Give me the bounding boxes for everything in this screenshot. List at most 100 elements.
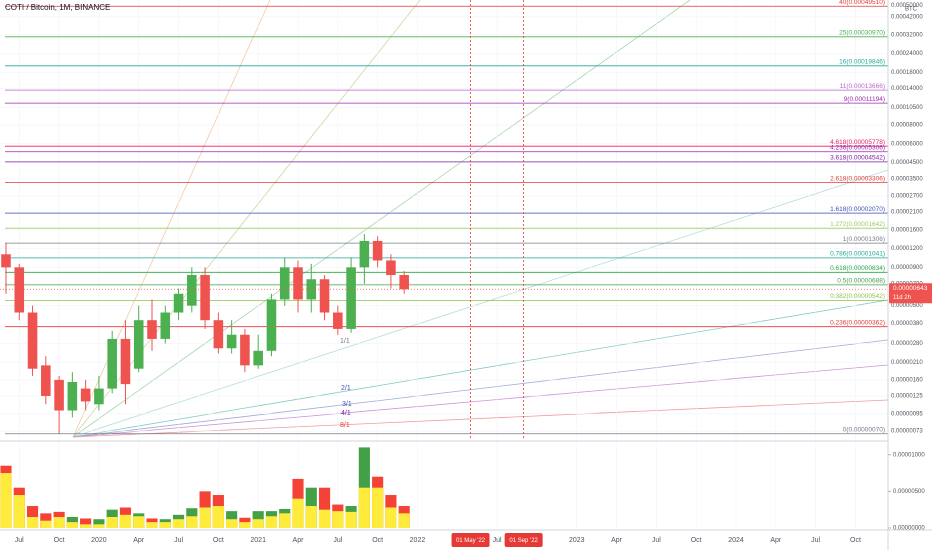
volume-bar: [119, 514, 132, 528]
fib-label: 0.786(0.00001041): [830, 251, 885, 258]
fib-label: 11(0.00013666): [840, 83, 885, 90]
fib-label: 2.618(0.00003306): [830, 175, 885, 182]
fib-label: 1(0.00001306): [843, 236, 885, 243]
volume-bar: [318, 509, 331, 528]
date-marker-label: 01 Sep '22: [509, 538, 538, 544]
volume-bar: [305, 506, 317, 528]
y-tick-label: 0.00014000: [891, 86, 923, 92]
volume-bar: [199, 507, 211, 528]
volume-bar: [252, 519, 264, 528]
candle-body: [27, 312, 38, 369]
fan-line: [72, 299, 889, 438]
x-tick-label: Jul: [333, 537, 342, 544]
y-tick-label: 0.00000000: [893, 526, 925, 532]
volume-bar: [93, 519, 105, 528]
y-tick-label: 0.00006000: [891, 141, 923, 147]
volume-bar: [80, 524, 92, 528]
volume-bar: [66, 522, 78, 528]
y-tick-label: 0.00000500: [893, 489, 925, 495]
candle-body: [133, 320, 144, 369]
y-tick-label: 0.00010500: [891, 105, 923, 111]
x-tick-label: 2021: [250, 537, 266, 544]
fan-line: [72, 0, 271, 438]
volume-bar: [265, 516, 278, 528]
candle-body: [200, 275, 210, 321]
candle-body: [120, 338, 131, 385]
volume-bar: [239, 522, 251, 528]
y-tick-label: 0.00000073: [891, 429, 923, 435]
volume-bar: [318, 487, 331, 528]
volume-bar: [186, 516, 198, 528]
x-tick-label: Jul: [811, 537, 820, 544]
volume-bar: [13, 495, 25, 528]
candle-body: [226, 334, 237, 349]
candle-body: [160, 312, 171, 339]
y-tick-label: 0.00000280: [891, 341, 923, 347]
fan-line: [72, 169, 889, 438]
gann-label: 4/1: [341, 410, 351, 417]
volume-bar: [146, 522, 158, 528]
x-tick-label: Oct: [372, 537, 383, 544]
volume-bar: [292, 498, 304, 528]
candle-body: [41, 365, 51, 396]
volume-bar: [133, 516, 145, 528]
gann-label: 2/1: [341, 385, 351, 392]
date-marker-box: [451, 533, 490, 547]
gann-label: 8/1: [340, 422, 350, 429]
volume-bar: [226, 519, 238, 528]
volume-bar: [398, 513, 410, 528]
x-tick-label: Apr: [293, 537, 305, 544]
y-tick-label: 0.00000210: [891, 360, 923, 366]
volume-bar: [279, 513, 291, 528]
candle-body: [147, 320, 157, 339]
x-tick-label: 2020: [91, 537, 107, 544]
fan-line: [72, 0, 421, 438]
volume-bar: [93, 524, 105, 528]
candle-body: [80, 388, 91, 402]
gann-label: 1/1: [340, 338, 350, 345]
fib-label: 25(0.00030970): [839, 30, 885, 37]
y-tick-label: 0.00002700: [891, 193, 923, 199]
x-tick-label: 2023: [569, 537, 585, 544]
x-tick-label: Apr: [133, 537, 145, 544]
y-tick-label: 0.00000500: [891, 303, 923, 309]
volume-bar: [106, 517, 118, 528]
volume-bar: [358, 487, 370, 528]
candle-body: [306, 279, 317, 300]
date-marker-label: 01 May '22: [456, 538, 486, 544]
x-tick-label: Oct: [213, 537, 224, 544]
candle-body: [386, 260, 396, 276]
y-tick-label: 0.00032000: [891, 32, 923, 38]
candle-body: [359, 240, 370, 268]
fib-label: 16(0.00019846): [839, 59, 885, 66]
y-tick-label: 0.00001600: [891, 227, 923, 233]
volume-bar: [0, 473, 12, 528]
fib-label: 1.272(0.00001642): [830, 221, 885, 228]
last-price-label: 0.00000643: [893, 285, 928, 292]
candle-body: [14, 267, 25, 313]
y-tick-label: 0.00001000: [893, 452, 925, 458]
candle-body: [333, 312, 343, 329]
candle-body: [1, 254, 11, 268]
y-tick-label: 0.00001200: [891, 246, 923, 252]
fib-label: 4.236(0.00005306): [830, 144, 885, 151]
candle-body: [54, 379, 64, 411]
candle-body: [372, 240, 383, 261]
y-unit: BTC: [905, 7, 918, 13]
volume-bar: [159, 522, 171, 528]
x-tick-label: Oct: [850, 537, 861, 544]
fib-label: 3.618(0.00004542): [830, 155, 885, 162]
candle-body: [319, 279, 330, 313]
plot-area: [0, 0, 888, 530]
x-tick-label: 2024: [728, 537, 744, 544]
volume-bar: [80, 518, 92, 528]
y-tick-label: 0.00018000: [891, 70, 923, 76]
y-tick-label: 0.00000095: [891, 411, 923, 417]
candle-body: [187, 275, 197, 306]
candle-body: [279, 267, 290, 300]
y-tick-label: 0.00042000: [891, 15, 923, 21]
candle-body: [399, 275, 409, 290]
candle-body: [346, 267, 356, 329]
